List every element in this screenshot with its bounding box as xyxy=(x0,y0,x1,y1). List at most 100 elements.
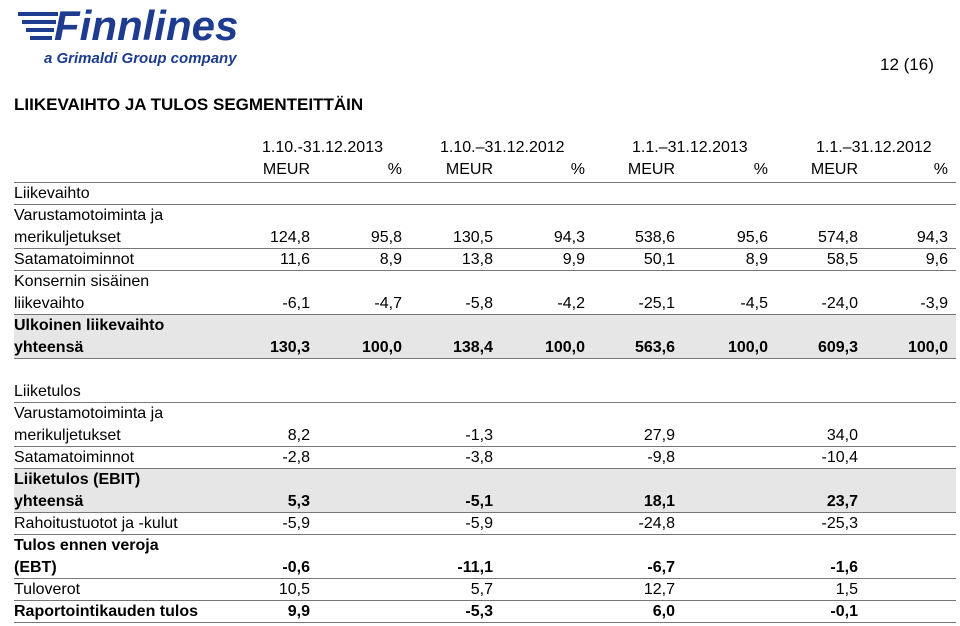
section-heading: Liiketulos xyxy=(14,383,81,400)
cell-value: 9,9 xyxy=(562,251,585,268)
cell-value: 95,6 xyxy=(736,229,768,246)
unit-header: % xyxy=(753,161,768,178)
logo: Finnlines a Grimaldi Group company xyxy=(18,2,238,67)
unit-header: MEUR xyxy=(810,161,858,178)
row-label: Raportointikauden tulos xyxy=(14,603,198,620)
cell-value: 130,3 xyxy=(269,339,310,356)
row-label: merikuljetukset xyxy=(14,427,121,444)
period-header: 1.1.–31.12.2013 xyxy=(632,139,748,156)
rule xyxy=(14,600,956,601)
row-label: Satamatoiminnot xyxy=(14,449,135,466)
cell-value: -0,6 xyxy=(282,559,310,576)
rule xyxy=(14,512,956,513)
cell-value: 12,7 xyxy=(643,581,675,598)
row-shade xyxy=(14,469,956,512)
cell-value: 34,0 xyxy=(826,427,858,444)
cell-value: 100,0 xyxy=(907,339,948,356)
cell-value: 6,0 xyxy=(652,603,675,620)
section-heading: Liikevaihto xyxy=(14,185,90,202)
title: LIIKEVAIHTO JA TULOS SEGMENTEITTÄIN xyxy=(14,95,364,114)
cell-value: -5,9 xyxy=(282,515,310,532)
cell-value: 18,1 xyxy=(643,493,675,510)
cell-value: 100,0 xyxy=(727,339,768,356)
rule xyxy=(14,468,956,469)
cell-value: -4,2 xyxy=(557,295,585,312)
row-label: Satamatoiminnot xyxy=(14,251,135,268)
cell-value: 130,5 xyxy=(452,229,493,246)
cell-value: -25,3 xyxy=(821,515,858,532)
rule xyxy=(14,182,956,183)
row-label: Konsernin sisäinen xyxy=(14,273,150,290)
row-label: Varustamotoiminta ja xyxy=(14,405,164,422)
cell-value: 95,8 xyxy=(370,229,402,246)
cell-value: -25,1 xyxy=(638,295,675,312)
cell-value: -6,1 xyxy=(282,295,310,312)
cell-value: -5,1 xyxy=(465,493,493,510)
logo-tagline: a Grimaldi Group company xyxy=(44,50,237,67)
cell-value: 9,9 xyxy=(287,603,310,620)
unit-header: MEUR xyxy=(445,161,493,178)
cell-value: -4,7 xyxy=(374,295,402,312)
cell-value: 5,3 xyxy=(287,493,310,510)
unit-header: % xyxy=(387,161,402,178)
cell-value: -9,8 xyxy=(647,449,675,466)
cell-value: -10,4 xyxy=(821,449,858,466)
cell-value: 124,8 xyxy=(269,229,310,246)
cell-value: 58,5 xyxy=(826,251,858,268)
cell-value: -5,8 xyxy=(465,295,493,312)
page-number: 12 (16) xyxy=(880,55,934,74)
row-label: Tuloverot xyxy=(14,581,81,598)
unit-header: MEUR xyxy=(262,161,310,178)
row-label: Liiketulos (EBIT) xyxy=(14,471,141,488)
cell-value: 100,0 xyxy=(361,339,402,356)
cell-value: 50,1 xyxy=(643,251,675,268)
row-label: (EBT) xyxy=(14,559,57,576)
period-header: 1.10.–31.12.2012 xyxy=(440,139,565,156)
cell-value: -2,8 xyxy=(282,449,310,466)
cell-value: -24,8 xyxy=(638,515,675,532)
cell-value: 609,3 xyxy=(817,339,858,356)
cell-value: 574,8 xyxy=(817,229,858,246)
cell-value: -1,3 xyxy=(465,427,493,444)
cell-value: -4,5 xyxy=(740,295,768,312)
period-header: 1.1.–31.12.2012 xyxy=(816,139,932,156)
period-header: 1.10.-31.12.2013 xyxy=(262,139,383,156)
row-label: merikuljetukset xyxy=(14,229,121,246)
logo-name: Finnlines xyxy=(54,2,238,49)
cell-value: -3,8 xyxy=(465,449,493,466)
row-label: Rahoitustuotot ja -kulut xyxy=(14,515,178,532)
unit-header: MEUR xyxy=(627,161,675,178)
rule xyxy=(14,248,956,249)
row-shade xyxy=(14,315,956,358)
cell-value: 11,6 xyxy=(280,251,310,268)
row-label: yhteensä xyxy=(14,339,84,356)
unit-header: % xyxy=(933,161,948,178)
cell-value: 8,9 xyxy=(379,251,402,268)
row-label: liikevaihto xyxy=(14,295,85,312)
rule xyxy=(14,534,956,535)
cell-value: -1,6 xyxy=(830,559,858,576)
cell-value: -24,0 xyxy=(821,295,858,312)
row-label: Varustamotoiminta ja xyxy=(14,207,164,224)
row-label: Tulos ennen veroja xyxy=(14,537,159,554)
cell-value: 8,2 xyxy=(287,427,310,444)
cell-value: 9,6 xyxy=(925,251,948,268)
cell-value: 538,6 xyxy=(634,229,675,246)
cell-value: 1,5 xyxy=(835,581,858,598)
cell-value: 138,4 xyxy=(452,339,493,356)
rule xyxy=(14,204,956,205)
cell-value: 100,0 xyxy=(544,339,585,356)
cell-value: -5,3 xyxy=(465,603,493,620)
cell-value: -0,1 xyxy=(830,603,858,620)
cell-value: 94,3 xyxy=(916,229,948,246)
cell-value: 10,5 xyxy=(278,581,310,598)
row-label: Ulkoinen liikevaihto xyxy=(14,317,165,334)
cell-value: -6,7 xyxy=(647,559,675,576)
cell-value: 5,7 xyxy=(470,581,493,598)
rule xyxy=(14,270,956,271)
cell-value: 13,8 xyxy=(461,251,493,268)
cell-value: 94,3 xyxy=(553,229,585,246)
cell-value: -3,9 xyxy=(920,295,948,312)
rule xyxy=(14,402,956,403)
